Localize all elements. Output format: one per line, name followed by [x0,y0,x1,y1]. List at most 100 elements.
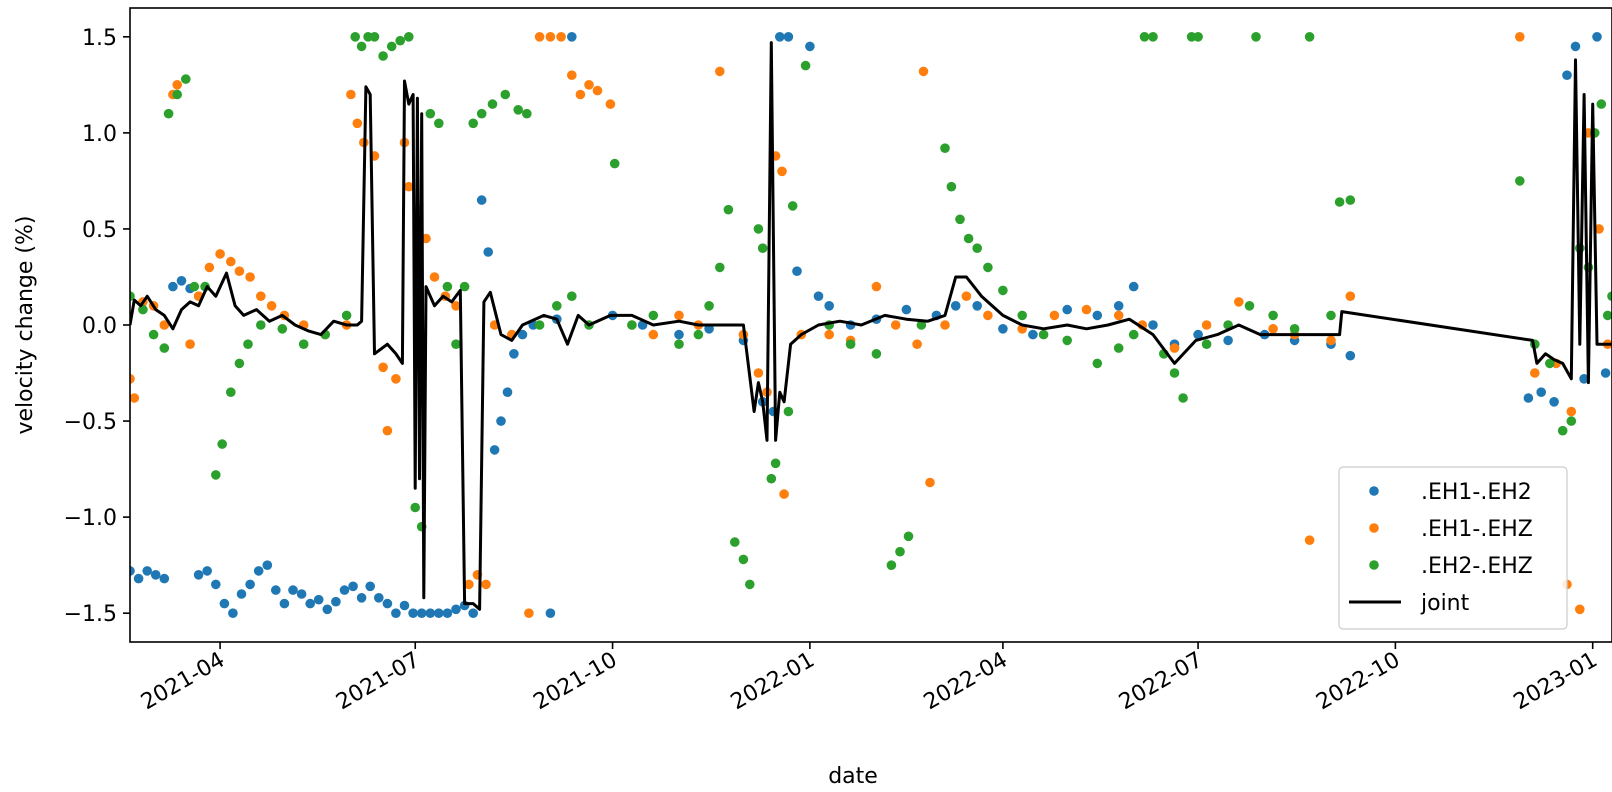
point-eh1-eh2 [159,573,170,584]
point-eh1-eh2 [1223,335,1233,346]
point-eh1-eh2 [399,600,410,611]
point-eh2-ehz [404,32,414,42]
series-line-joint [130,41,1612,611]
point-eh1-eh2 [288,585,298,595]
point-eh2-ehz [255,320,266,330]
point-eh1-ehz [234,266,245,277]
point-eh1-eh2 [792,266,802,277]
point-eh2-ehz [1596,99,1607,109]
point-eh1-ehz [172,80,182,90]
point-eh1-eh2 [365,581,376,592]
point-eh2-ehz [1017,310,1027,321]
series-eh1-eh2 [130,32,1611,618]
point-eh1-ehz [378,362,388,373]
point-eh2-ehz [217,439,227,449]
point-eh1-eh2 [1148,320,1158,330]
point-eh1-eh2 [775,32,785,42]
y-tick-label: 1.0 [82,122,117,147]
point-eh2-ehz [1304,32,1315,42]
point-eh1-ehz [352,118,363,129]
point-eh1-eh2 [211,579,221,590]
point-eh2-ehz [234,358,245,369]
point-eh1-eh2 [1570,41,1581,52]
point-eh1-ehz [1201,320,1212,330]
point-eh2-ehz [1062,335,1072,346]
point-eh1-ehz [534,32,545,42]
point-eh2-ehz [356,41,367,52]
point-eh1-eh2 [1193,329,1203,340]
point-eh1-ehz [918,66,929,77]
legend-label: .EH2-.EHZ [1421,554,1533,579]
point-eh1-ehz [226,256,236,267]
point-eh1-eh2 [348,581,358,592]
point-eh2-ehz [434,118,444,129]
point-eh1-eh2 [168,281,178,292]
point-eh1-ehz [1304,535,1315,545]
point-eh1-ehz [1530,368,1540,378]
point-eh2-ehz [940,143,950,153]
point-eh2-ehz [1566,416,1577,426]
point-eh1-ehz [1113,310,1124,321]
point-eh1-eh2 [442,608,453,618]
y-tick-label: −1.5 [64,602,117,627]
point-eh2-ehz [715,262,725,273]
point-eh1-ehz [1515,32,1525,42]
point-eh2-ehz [487,99,498,109]
point-eh2-ehz [130,291,135,301]
point-eh2-ehz [770,458,781,469]
point-eh1-ehz [940,320,950,330]
point-eh2-ehz [972,243,982,253]
point-eh1-eh2 [1028,329,1038,340]
point-eh1-ehz [584,80,594,90]
point-eh2-ehz [903,531,914,542]
point-eh1-eh2 [1128,281,1139,292]
point-eh1-ehz [1326,335,1336,346]
point-eh2-ehz [723,204,734,215]
point-eh1-ehz [961,291,972,302]
point-eh2-ehz [425,108,436,119]
point-eh1-ehz [648,329,659,340]
point-eh1-eh2 [331,596,341,607]
point-eh1-ehz [605,99,616,109]
point-eh2-ehz [1038,329,1049,340]
point-eh1-eh2 [228,608,238,618]
point-eh2-ehz [522,108,532,119]
point-eh2-ehz [189,281,200,292]
point-eh2-ehz [395,35,406,46]
point-eh1-eh2 [279,598,290,609]
point-eh1-eh2 [567,32,577,42]
point-eh2-ehz [800,60,811,71]
point-eh1-eh2 [374,593,384,603]
point-eh1-ehz [567,70,577,80]
y-axis: 1.5 1.0 0.5 0.0 −0.5 −1.0 −1.5 [64,26,130,627]
point-eh2-ehz [787,201,798,211]
point-eh1-ehz [983,310,993,321]
point-eh1-eh2 [489,445,500,455]
point-eh2-ehz [745,579,755,590]
point-eh2-ehz [1139,32,1150,42]
point-eh1-ehz [871,281,882,292]
point-eh1-ehz [159,320,170,330]
point-eh1-eh2 [674,329,684,340]
point-eh2-ehz [1193,32,1203,42]
point-eh1-eh2 [1092,310,1103,321]
point-eh1-eh2 [133,573,144,584]
point-eh1-eh2 [130,566,135,576]
point-eh2-ehz [148,329,159,340]
point-eh2-ehz [1289,324,1300,334]
point-eh1-eh2 [468,608,479,618]
point-eh2-ehz [1515,176,1525,186]
point-eh1-eh2 [972,301,982,311]
point-eh2-ehz [757,243,768,253]
y-axis-label: velocity change (%) [13,215,38,434]
point-eh1-ehz [429,272,440,282]
point-eh2-ehz [298,339,309,350]
point-eh1-ehz [912,339,922,350]
point-eh1-ehz [346,89,356,100]
point-eh2-ehz [1113,343,1124,353]
point-eh1-eh2 [236,589,247,599]
point-eh2-ehz [1545,358,1555,369]
point-eh1-ehz [391,374,401,384]
point-eh1-eh2 [142,566,152,576]
point-eh2-ehz [674,339,684,350]
